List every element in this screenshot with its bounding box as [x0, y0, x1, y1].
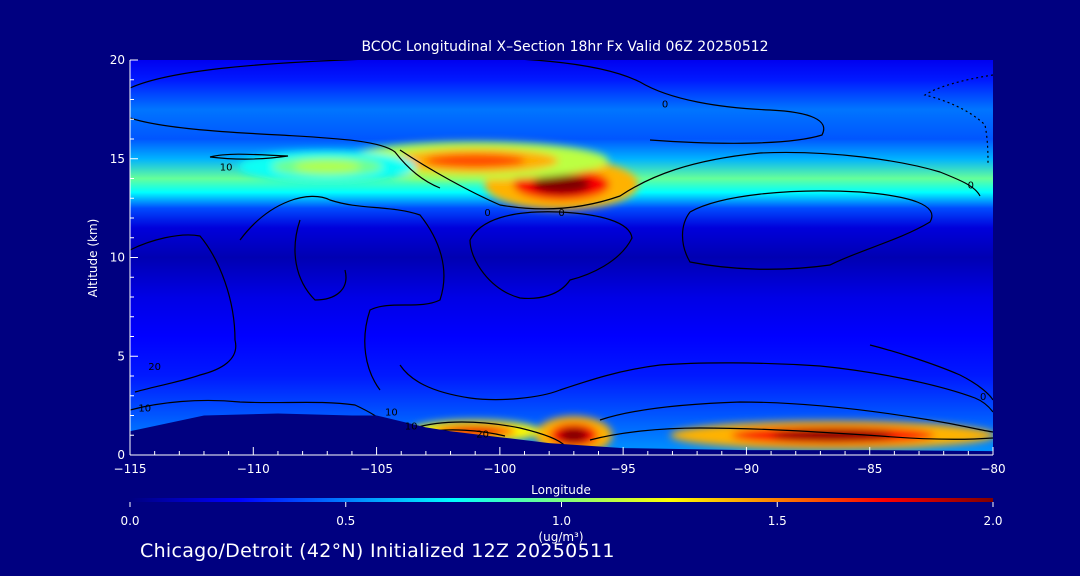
- concentration-core: [559, 428, 589, 443]
- contour-label: 20: [148, 362, 161, 373]
- colorbar-tick-label: 0.5: [336, 514, 355, 528]
- contour-line: [681, 190, 933, 270]
- terrain-mask: [130, 413, 993, 455]
- y-tick-label: 5: [117, 349, 125, 363]
- contour-label: 0: [662, 99, 668, 110]
- concentration-core: [532, 174, 591, 194]
- x-tick-label: −115: [114, 462, 147, 476]
- colorbar-tick-label: 2.0: [983, 514, 1002, 528]
- contour-label: 10: [220, 163, 233, 174]
- contour-line-dotted: [923, 74, 993, 166]
- x-tick-label: −105: [360, 462, 393, 476]
- y-tick-label: 20: [110, 53, 125, 67]
- colorbar-bar: [130, 498, 993, 502]
- x-axis-ticks: −115 −110 −105 −100 −95 −90 −85 −80: [114, 447, 1006, 476]
- concentration-features: [238, 141, 993, 455]
- x-tick-label: −100: [483, 462, 516, 476]
- contour-line: [209, 153, 289, 160]
- colorbar-unit-label: (ug/m³): [538, 530, 583, 544]
- contour-line: [399, 362, 993, 413]
- contour-label: 10: [405, 421, 418, 432]
- y-tick-label: 10: [110, 251, 125, 265]
- contour-label: 10: [385, 408, 398, 419]
- contour-line: [130, 60, 825, 144]
- x-tick-label: −85: [857, 462, 882, 476]
- contour-line: [599, 401, 993, 433]
- colorbar-tick-label: 1.0: [552, 514, 571, 528]
- run-info-caption: Chicago/Detroit (42°N) Initialized 12Z 2…: [140, 540, 615, 562]
- concentration-background: [130, 60, 993, 455]
- contour-line: [130, 117, 441, 189]
- concentration-core: [425, 153, 526, 168]
- contour-line: [130, 234, 237, 393]
- contour-label: 0: [558, 208, 564, 219]
- x-tick-label: −95: [610, 462, 635, 476]
- contour-label: 0: [980, 392, 986, 403]
- y-tick-label: 0: [117, 448, 125, 462]
- colorbar-ticks: 0.0 0.5 1.0 1.5 2.0: [120, 502, 1003, 528]
- x-tick-label: −110: [237, 462, 270, 476]
- contour-lines: [130, 60, 993, 447]
- y-tick-label: 15: [110, 152, 125, 166]
- contour-line: [239, 195, 445, 391]
- chart-title: BCOC Longitudinal X–Section 18hr Fx Vali…: [361, 39, 768, 55]
- contour-line: [869, 344, 993, 401]
- contour-label: 0: [484, 208, 490, 219]
- contour-label: 10: [138, 404, 151, 415]
- y-axis-label: Altitude (km): [86, 219, 100, 298]
- contour-line: [469, 211, 633, 300]
- contour-label: 0: [968, 180, 974, 191]
- concentration-core: [771, 429, 894, 441]
- x-tick-label: −80: [980, 462, 1005, 476]
- plot-area: 0 10 0 0 0 20 10 10 10 20 0: [130, 60, 993, 455]
- contour-line: [589, 427, 993, 441]
- x-axis-label: Longitude: [531, 483, 591, 497]
- contour-line: [399, 149, 981, 210]
- contour-labels: 0 10 0 0 0 20 10 10 10 20 0: [138, 99, 986, 440]
- contour-label: 20: [476, 429, 489, 440]
- colorbar-tick-label: 0.0: [120, 514, 139, 528]
- contour-line: [414, 421, 566, 447]
- concentration-core: [293, 160, 361, 173]
- colorbar-tick-label: 1.5: [768, 514, 787, 528]
- y-axis-ticks: 0 5 10 15 20: [110, 53, 138, 462]
- plot-axes: −115 −110 −105 −100 −95 −90 −85 −80 0 5 10 15 20 Lo…: [86, 53, 1006, 497]
- contour-line: [130, 399, 393, 429]
- colorbar: 0.0 0.5 1.0 1.5 2.0 (ug/m³): [120, 498, 1003, 544]
- contour-line: [294, 219, 347, 301]
- x-tick-label: −90: [734, 462, 759, 476]
